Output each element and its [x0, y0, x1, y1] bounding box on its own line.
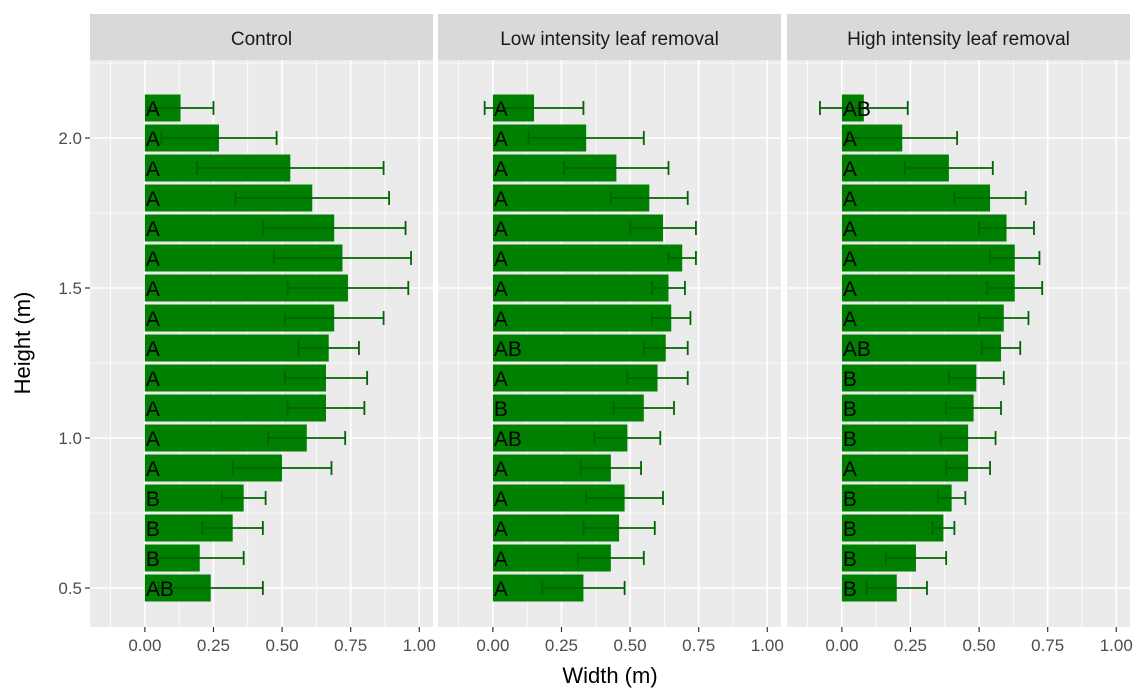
significance-letter: A — [146, 98, 160, 121]
x-tick-label: 0.50 — [963, 636, 996, 655]
x-tick-label: 0.25 — [894, 636, 927, 655]
significance-letter: B — [843, 518, 857, 541]
significance-letter: A — [843, 248, 857, 271]
bar — [842, 245, 1015, 272]
y-tick-label: 0.5 — [58, 579, 82, 598]
significance-letter: A — [494, 248, 508, 271]
significance-letter: A — [494, 218, 508, 241]
significance-letter: A — [843, 458, 857, 481]
x-tick-label: 0.00 — [825, 636, 858, 655]
significance-letter: AB — [494, 428, 522, 451]
significance-letter: B — [843, 368, 857, 391]
significance-letter: A — [843, 158, 857, 181]
x-tick-label: 1.00 — [1100, 636, 1133, 655]
significance-letter: A — [146, 188, 160, 211]
significance-letter: B — [843, 548, 857, 571]
bar — [493, 305, 671, 332]
significance-letter: A — [146, 218, 160, 241]
significance-letter: A — [146, 458, 160, 481]
significance-letter: A — [494, 158, 508, 181]
significance-letter: A — [494, 488, 508, 511]
significance-letter: A — [146, 128, 160, 151]
significance-letter: A — [494, 518, 508, 541]
x-tick-label: 1.00 — [403, 636, 436, 655]
significance-letter: A — [146, 338, 160, 361]
significance-letter: A — [146, 308, 160, 331]
x-tick-label: 1.00 — [751, 636, 784, 655]
facet-title: High intensity leaf removal — [847, 29, 1070, 50]
significance-letter: A — [494, 368, 508, 391]
significance-letter: B — [843, 578, 857, 601]
significance-letter: AB — [843, 338, 871, 361]
x-tick-label: 0.75 — [682, 636, 715, 655]
significance-letter: A — [843, 188, 857, 211]
x-tick-label: 0.25 — [545, 636, 578, 655]
significance-letter: A — [494, 308, 508, 331]
significance-letter: A — [843, 308, 857, 331]
y-axis: 0.5 1.0 1.5 2.0 — [58, 129, 90, 598]
significance-letter: A — [146, 398, 160, 421]
significance-letter: B — [146, 518, 160, 541]
significance-letter: AB — [843, 98, 871, 121]
bar — [493, 275, 669, 302]
x-tick-label: 0.00 — [476, 636, 509, 655]
facet-title: Low intensity leaf removal — [500, 29, 719, 50]
x-tick-label: 0.75 — [1031, 636, 1064, 655]
bar — [493, 245, 682, 272]
significance-letter: A — [146, 158, 160, 181]
significance-letter: A — [494, 98, 508, 121]
bar — [842, 515, 944, 542]
y-tick-label: 1.0 — [58, 429, 82, 448]
significance-letter: A — [843, 218, 857, 241]
x-tick-label: 0.50 — [266, 636, 299, 655]
significance-letter: A — [843, 128, 857, 151]
significance-letter: A — [146, 278, 160, 301]
significance-letter: A — [494, 548, 508, 571]
significance-letter: B — [843, 488, 857, 511]
x-tick-label: 0.25 — [197, 636, 230, 655]
significance-letter: A — [494, 128, 508, 151]
significance-letter: A — [843, 278, 857, 301]
significance-letter: A — [146, 368, 160, 391]
x-tick-label: 0.75 — [334, 636, 367, 655]
significance-letter: B — [843, 398, 857, 421]
significance-letter: A — [494, 188, 508, 211]
significance-letter: A — [146, 428, 160, 451]
facet-title: Control — [231, 29, 292, 50]
significance-letter: A — [494, 278, 508, 301]
significance-letter: AB — [146, 578, 174, 601]
significance-letter: B — [843, 428, 857, 451]
significance-letter: B — [146, 548, 160, 571]
significance-letter: B — [494, 398, 508, 421]
facet-panel-2: Low intensity leaf removalAAAAAABBAABAAA… — [438, 14, 784, 655]
significance-letter: B — [146, 488, 160, 511]
significance-letter: A — [146, 248, 160, 271]
y-tick-label: 2.0 — [58, 129, 82, 148]
y-tick-label: 1.5 — [58, 279, 82, 298]
x-tick-label: 0.50 — [614, 636, 647, 655]
significance-letter: AB — [494, 338, 522, 361]
x-tick-label: 0.00 — [128, 636, 161, 655]
significance-letter: A — [494, 578, 508, 601]
y-axis-title: Height (m) — [10, 292, 35, 395]
bar — [842, 485, 952, 512]
facet-panel-3: High intensity leaf removalBBBBABBBABAAA… — [787, 14, 1133, 655]
x-axis-title: Width (m) — [562, 663, 657, 688]
significance-letter: A — [494, 458, 508, 481]
